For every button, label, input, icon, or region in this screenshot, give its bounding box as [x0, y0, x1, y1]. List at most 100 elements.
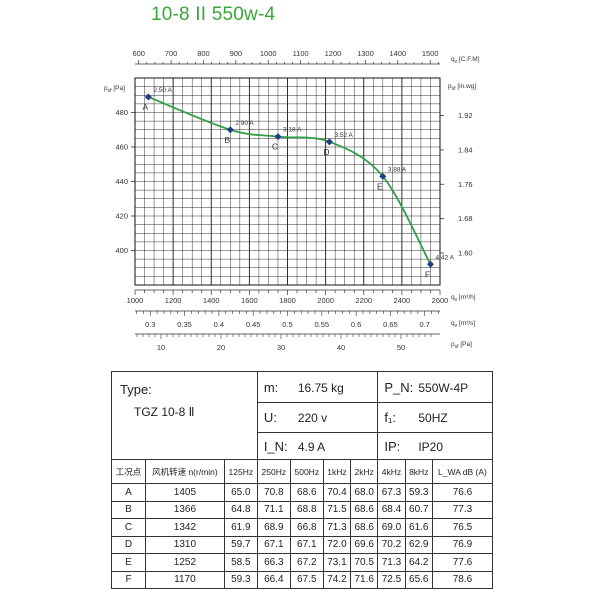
table-cell: 77.3 [431, 500, 494, 519]
table-cell: 70.5 [350, 553, 379, 572]
table-cell: 72.0 [322, 535, 352, 554]
point-id-label: F [425, 269, 430, 279]
table-cell: 68.6 [350, 518, 379, 537]
pressure-curve-line [148, 96, 432, 265]
table-row: A 1405 65.0 70.8 68.6 70.4 68.0 67.3 59.… [110, 483, 494, 502]
chart-title: 10-8 II 550w-4 [151, 4, 276, 25]
x-tick-label: 1400 [203, 296, 220, 305]
noise-header-row: 工况点 风机转速 n(r/min) 125Hz 250Hz 500Hz 1kHz… [110, 459, 494, 484]
y-right-axis-label: psf [in.wg] [448, 83, 476, 92]
power-label: P_N: [384, 379, 414, 395]
table-cell: 71.6 [350, 570, 379, 589]
mass-cell: m: 16.75 kg [256, 371, 379, 403]
header-cell: 250Hz [256, 459, 291, 484]
table-cell: 73.1 [322, 553, 352, 572]
frequency-label: f₁: [384, 410, 396, 425]
x-tick-label: 1600 [241, 296, 258, 305]
table-cell: 76.9 [431, 535, 494, 554]
operating-point-E [379, 172, 387, 180]
table-cell: 68.8 [289, 500, 324, 519]
table-cell: 1170 [145, 570, 225, 589]
y-tick-label: 400 [115, 246, 128, 255]
top-axis-tick-label: 1200 [325, 49, 342, 58]
table-cell: 1366 [145, 500, 225, 519]
spec-table: Type: TGZ 10-8 Ⅱ m: 16.75 kg P_N: 550W-4P … [110, 371, 494, 589]
frequency-cell: f₁: 50HZ [377, 402, 493, 433]
mass-value: 16.75 kg [297, 380, 344, 395]
x-tick-label: 1800 [279, 296, 296, 305]
table-cell: 76.5 [431, 518, 494, 537]
protection-value: IP20 [418, 439, 444, 454]
top-axis-tick-label: 700 [165, 49, 178, 58]
table-cell: 74.2 [322, 570, 352, 589]
table-cell: 69.6 [350, 535, 379, 554]
ms-axis-tick-label: 0.45 [246, 320, 261, 329]
operating-point-D [325, 138, 333, 146]
ms-axis-tick-label: 0.4 [214, 320, 224, 329]
table-cell: 68.6 [289, 483, 324, 502]
y-right-tick-label: 1.84 [458, 145, 473, 154]
top-axis-tick-label: 900 [230, 49, 243, 58]
y-right-tick-label: 1.68 [458, 214, 473, 223]
table-cell: 67.3 [377, 483, 406, 502]
table-cell: 1342 [145, 518, 225, 537]
y-tick-label: 440 [115, 177, 128, 186]
ms-axis-tick-label: 0.3 [145, 320, 155, 329]
top-axis-tick-label: 1500 [422, 49, 439, 58]
point-current-label: 2.90 A [235, 120, 254, 127]
header-cell: 风机转速 n(r/min) [145, 459, 225, 484]
ms-axis-tick-label: 0.35 [177, 320, 192, 329]
x-tick-label: 2200 [355, 296, 372, 305]
table-cell: 71.1 [256, 500, 291, 519]
header-cell: 1kHz [322, 459, 352, 484]
table-cell: 77.6 [431, 553, 494, 572]
table-cell: 69.0 [377, 518, 406, 537]
point-current-label: 3.18 A [283, 127, 302, 134]
table-cell: F [110, 570, 147, 589]
voltage-cell: U: 220 v [256, 402, 379, 433]
table-cell: 67.2 [289, 553, 324, 572]
header-cell: 4kHz [377, 459, 406, 484]
table-cell: 68.9 [256, 518, 291, 537]
table-cell: 70.8 [256, 483, 291, 502]
point-id-label: B [224, 135, 230, 145]
type-cell: Type: TGZ 10-8 Ⅱ [111, 371, 258, 460]
top-axis-tick-label: 600 [132, 49, 145, 58]
table-cell: 1310 [145, 535, 225, 554]
header-cell: 125Hz [223, 459, 258, 484]
top-axis-tick-label: 800 [197, 49, 210, 58]
table-cell: 68.0 [350, 483, 379, 502]
table-cell: 61.9 [223, 518, 258, 537]
table-cell: E [110, 553, 147, 572]
header-cell: L_WA dB (A) [431, 459, 494, 484]
voltage-label: U: [263, 410, 277, 425]
voltage-value: 220 v [297, 411, 328, 425]
frequency-value: 50HZ [418, 411, 448, 425]
table-row: C 1342 61.9 68.9 66.8 71.3 68.6 69.0 61.… [110, 518, 494, 537]
fan-performance-chart: 400 420 440 460 480 psf [Pa] 1.60 1.68 1.76 1.84 1… [104, 49, 480, 352]
ms-axis-tick-label: 0.7 [420, 320, 430, 329]
point-current-label: 3.52 A [334, 132, 353, 139]
top-axis-tick-label: 1100 [293, 49, 309, 58]
y-right-tick-label: 1.60 [458, 249, 473, 258]
top-axis-label: qv [C.F.M] [451, 56, 480, 65]
x-tick-label: 2000 [317, 296, 334, 305]
ms-axis-tick-label: 0.5 [282, 320, 292, 329]
table-row: D 1310 59.7 67.1 67.1 72.0 69.6 70.2 62.… [110, 535, 494, 554]
operating-point-C [274, 133, 282, 141]
operating-point-A [144, 93, 152, 101]
table-cell: 64.2 [404, 553, 433, 572]
pa-axis-tick-label: 40 [337, 343, 345, 352]
point-current-label: 3.88 A [388, 166, 407, 173]
table-cell: 61.6 [404, 518, 433, 537]
pa-axis-tick-label: 20 [217, 343, 225, 352]
x-axis-label: qv [m³/h] [451, 294, 476, 303]
table-cell: 59.3 [223, 570, 258, 589]
power-value: 550W-4P [418, 380, 469, 395]
table-cell: 60.7 [404, 500, 433, 519]
table-cell: 76.6 [431, 483, 494, 502]
table-cell: A [110, 483, 147, 502]
y-tick-label: 420 [115, 212, 128, 221]
current-label: I_N: [263, 438, 288, 454]
point-id-label: C [272, 142, 278, 152]
